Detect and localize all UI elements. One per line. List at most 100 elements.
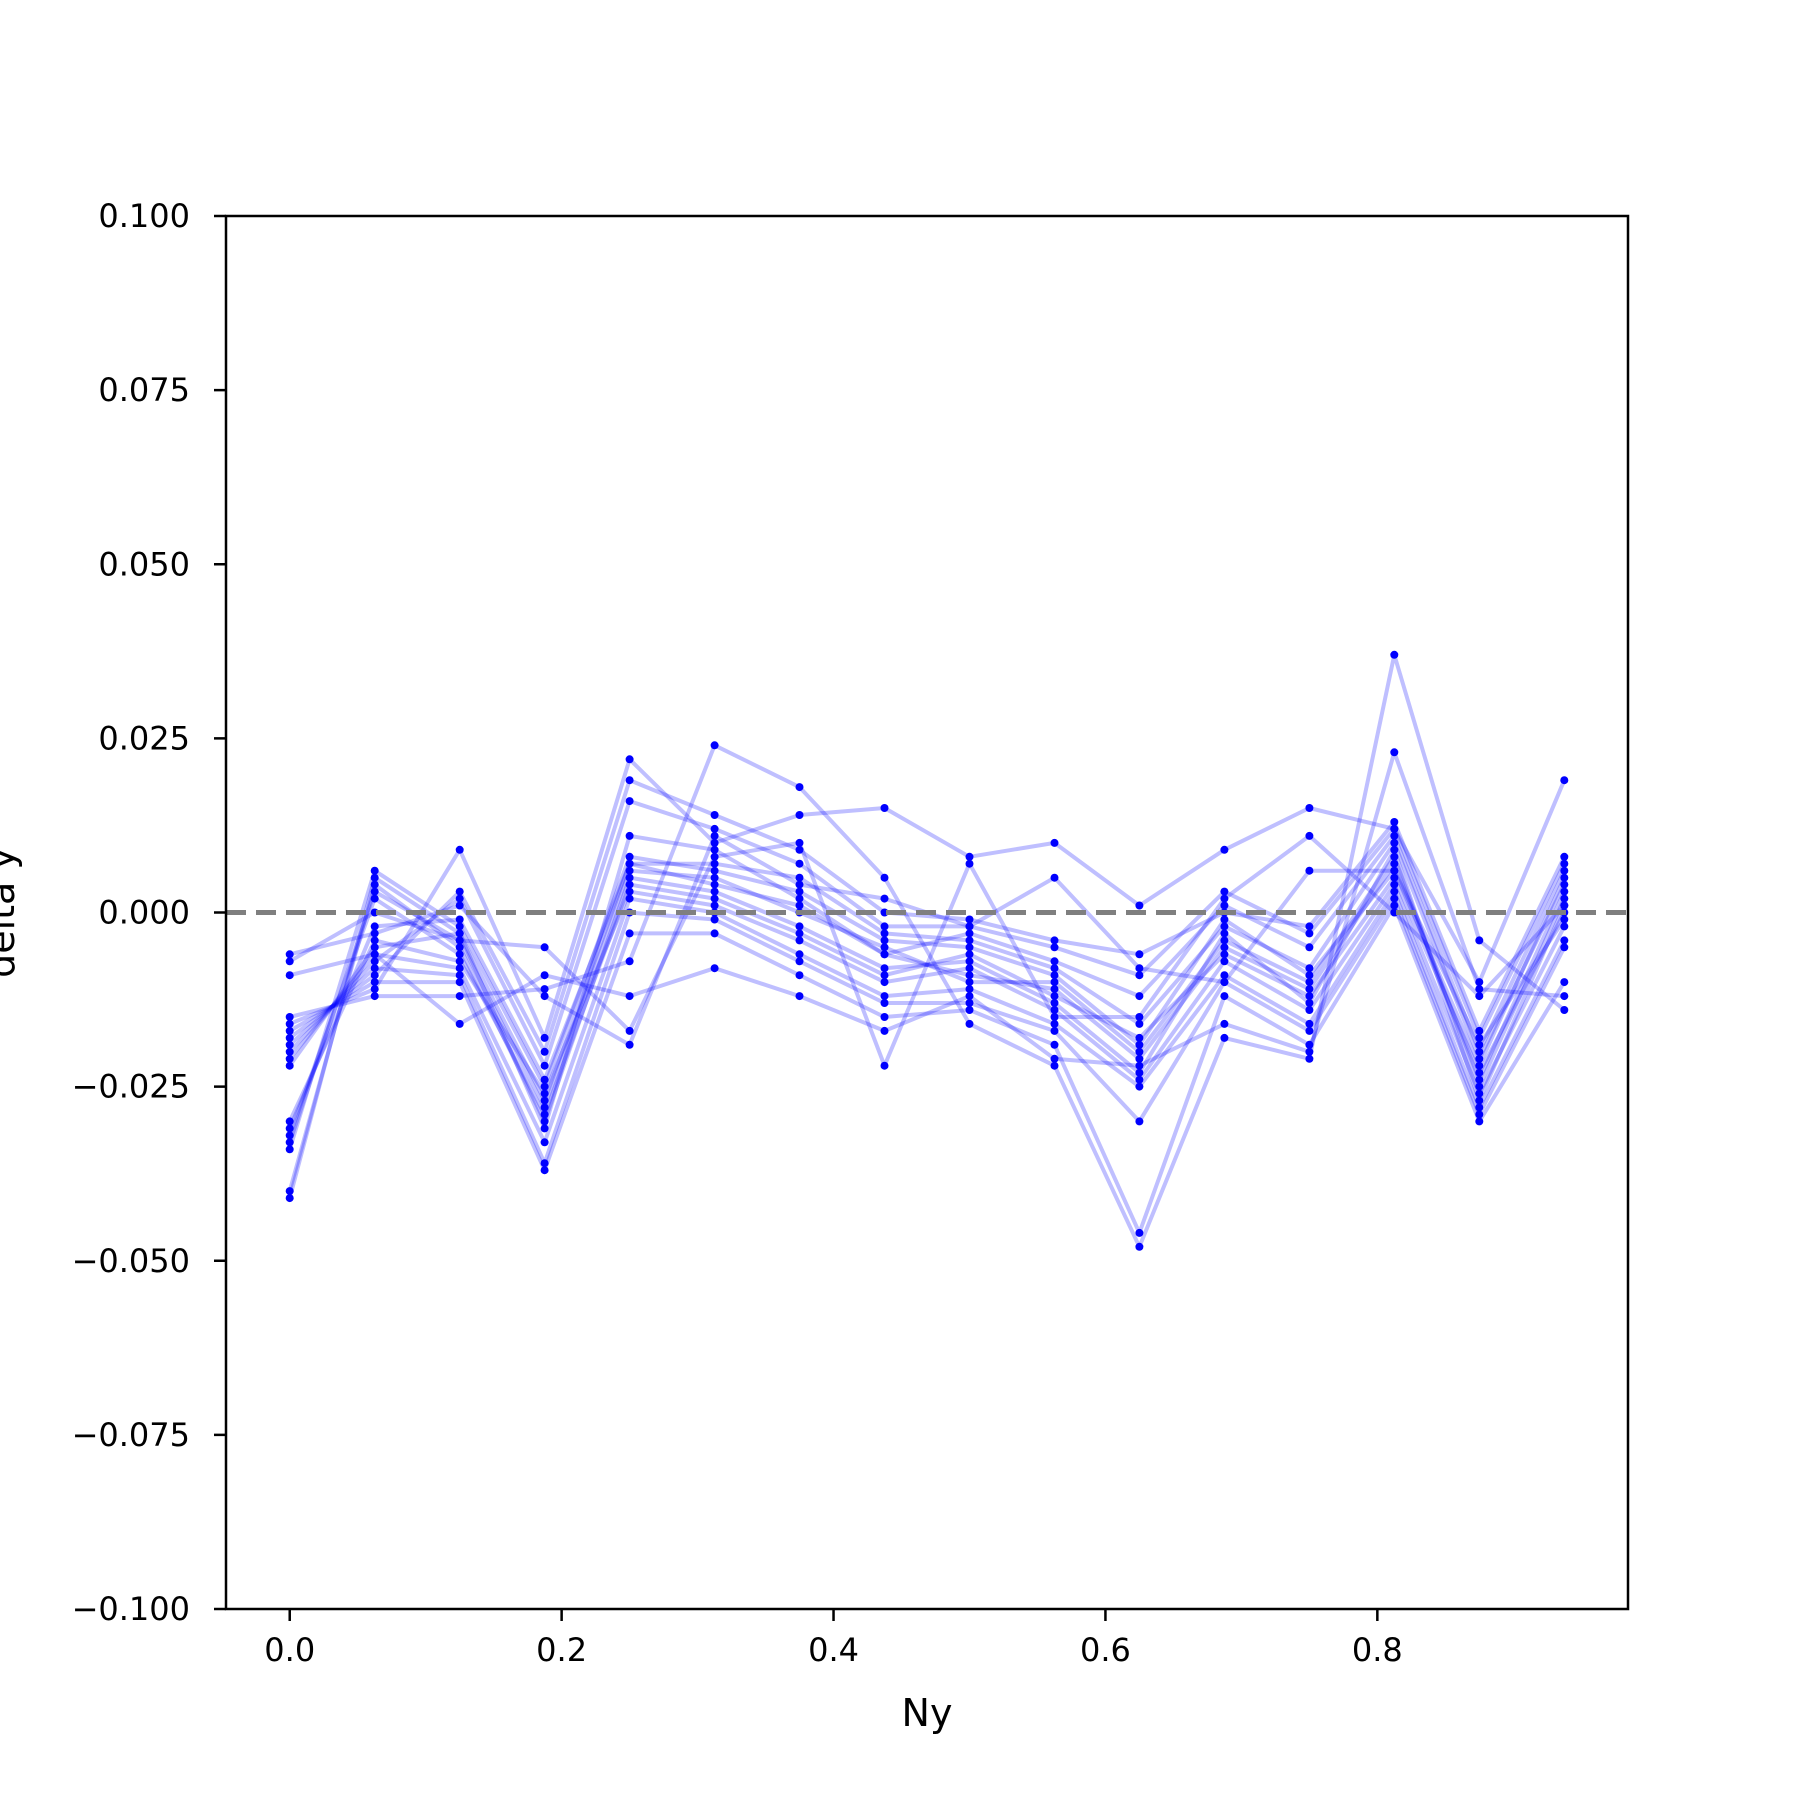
data-point	[710, 866, 719, 875]
data-point	[1135, 901, 1144, 910]
data-point	[455, 950, 464, 959]
data-point	[1135, 1068, 1144, 1077]
series-line-16	[288, 833, 1566, 1068]
data-point	[1305, 971, 1314, 980]
data-point	[1475, 1026, 1484, 1035]
data-point	[625, 929, 634, 938]
data-point	[540, 1103, 549, 1112]
data-point	[795, 859, 804, 868]
data-point	[540, 1138, 549, 1147]
data-point	[880, 950, 889, 959]
data-point	[1475, 1061, 1484, 1070]
data-point	[880, 922, 889, 931]
y-tick-label: 0.050	[98, 545, 190, 583]
data-point	[540, 1061, 549, 1070]
data-point	[455, 1019, 464, 1028]
data-point	[1560, 901, 1569, 910]
data-point	[1220, 992, 1229, 1001]
data-point	[965, 859, 974, 868]
data-point	[1305, 866, 1314, 875]
data-point	[1560, 887, 1569, 896]
x-axis-label: Ny	[902, 1691, 953, 1735]
data-point	[625, 887, 634, 896]
data-point	[965, 971, 974, 980]
data-point	[1305, 978, 1314, 987]
data-point	[1560, 866, 1569, 875]
series-line-15	[289, 750, 1565, 1068]
data-point	[1475, 985, 1484, 994]
data-point	[1050, 943, 1059, 952]
data-point	[795, 880, 804, 889]
data-point	[370, 985, 379, 994]
data-point	[370, 873, 379, 882]
data-point	[880, 978, 889, 987]
data-point	[455, 992, 464, 1001]
data-point	[1050, 964, 1059, 973]
data-point	[1560, 852, 1569, 861]
data-point	[285, 1047, 294, 1056]
data-point	[1475, 1117, 1484, 1126]
data-point	[795, 922, 804, 931]
data-point	[370, 887, 379, 896]
y-tick-label: −0.075	[72, 1416, 190, 1454]
data-point	[880, 873, 889, 882]
series-line-3	[287, 854, 1567, 1143]
data-point	[625, 831, 634, 840]
data-point	[1135, 1047, 1144, 1056]
data-point	[1050, 873, 1059, 882]
data-point	[1560, 936, 1569, 945]
data-point	[880, 929, 889, 938]
data-point	[285, 1040, 294, 1049]
x-axis: 0.0 0.2 0.4 0.6 0.8	[264, 1609, 1403, 1669]
data-point	[1050, 1026, 1059, 1035]
data-point	[625, 957, 634, 966]
data-point	[1390, 818, 1399, 826]
data-point	[710, 964, 719, 973]
data-point	[1050, 957, 1059, 966]
data-point	[1220, 1019, 1229, 1028]
data-point	[455, 922, 464, 931]
data-point	[965, 978, 974, 987]
data-point	[795, 957, 804, 966]
data-point	[1135, 950, 1144, 959]
data-point	[370, 950, 379, 959]
x-tick-label: 0.6	[1080, 1631, 1131, 1669]
data-point	[795, 894, 804, 903]
data-point	[1475, 1033, 1484, 1042]
data-point	[540, 1075, 549, 1084]
data-point	[1390, 894, 1399, 903]
series-line-7	[288, 833, 1567, 1131]
data-point	[540, 1096, 549, 1105]
data-point	[1135, 1054, 1144, 1063]
data-point	[1220, 922, 1229, 931]
series-line-4	[287, 875, 1567, 1137]
data-point	[455, 978, 464, 987]
series-line-9	[288, 799, 1567, 1068]
data-point	[285, 1187, 294, 1196]
data-point	[1560, 978, 1569, 987]
data-point	[1390, 748, 1399, 757]
series-line-2	[287, 854, 1567, 1150]
data-point	[625, 859, 634, 868]
data-point	[1050, 1013, 1059, 1021]
data-point	[1050, 999, 1059, 1007]
data-point	[370, 922, 379, 931]
series-line-1	[287, 847, 1567, 1192]
data-point	[710, 929, 719, 938]
data-point	[625, 992, 634, 1001]
data-point	[965, 852, 974, 861]
data-point	[1560, 880, 1569, 889]
data-point	[1475, 936, 1484, 945]
data-point	[455, 971, 464, 980]
data-point	[880, 992, 889, 1001]
data-point	[710, 831, 719, 840]
data-point	[1390, 650, 1399, 659]
data-point	[1305, 992, 1314, 1001]
data-point	[1050, 1061, 1059, 1070]
x-tick-label: 0.0	[264, 1631, 315, 1669]
data-point	[455, 887, 464, 896]
data-point	[1475, 1096, 1484, 1105]
data-point	[455, 845, 464, 854]
data-point	[455, 943, 464, 952]
